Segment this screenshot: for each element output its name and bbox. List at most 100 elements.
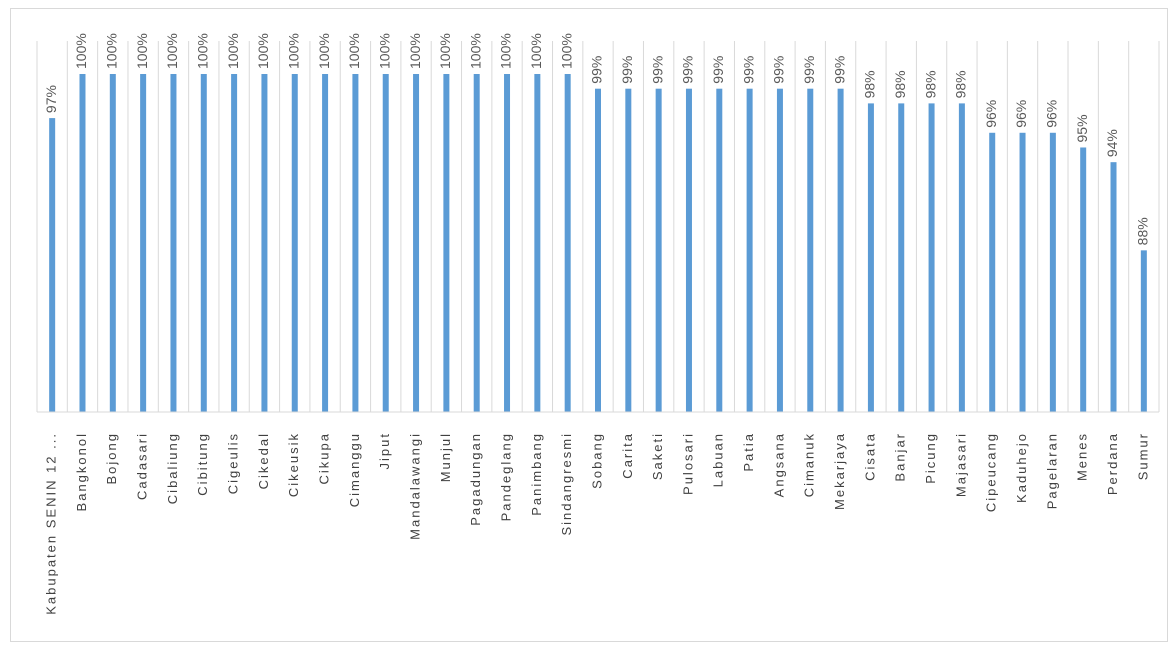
bar (929, 103, 935, 412)
bar (1050, 133, 1056, 412)
bar (292, 74, 298, 412)
category-label: Cimanuk (802, 432, 817, 497)
bar (504, 74, 510, 412)
data-label: 100% (316, 33, 332, 69)
bar (565, 74, 571, 412)
bar (777, 89, 783, 412)
bar (838, 89, 844, 412)
data-label: 100% (558, 33, 574, 69)
category-label: Panimbang (529, 432, 544, 516)
bar-chart: 97% 100% 100% 100% 100% 100% 100% 100% 100% 100% 1… (11, 9, 1169, 643)
bar (747, 89, 753, 412)
data-label: 100% (528, 33, 544, 69)
data-label: 97% (43, 85, 59, 113)
data-label: 99% (589, 56, 605, 84)
category-label: Bangkonol (74, 432, 89, 511)
data-label: 100% (164, 33, 180, 69)
category-label: Labuan (711, 432, 726, 487)
category-label: Majasari (953, 432, 968, 497)
bar (1111, 162, 1117, 412)
bar (383, 74, 389, 412)
bar (534, 74, 540, 412)
bar (868, 103, 874, 412)
bar (989, 133, 995, 412)
category-label: Cikupa (317, 432, 332, 484)
bar (1141, 250, 1147, 412)
data-label: 99% (619, 56, 635, 84)
data-label: 100% (376, 33, 392, 69)
category-label: Cikeusik (286, 432, 301, 497)
category-label: Menes (1075, 432, 1090, 481)
bar (686, 89, 692, 412)
data-label: 99% (831, 56, 847, 84)
bar (49, 118, 55, 412)
category-label: Sobang (589, 432, 604, 489)
bar (443, 74, 449, 412)
category-label: Cigeulis (226, 432, 241, 494)
data-label: 100% (498, 33, 514, 69)
data-label: 100% (437, 33, 453, 69)
data-label: 100% (467, 33, 483, 69)
bar (201, 74, 207, 412)
category-label: Patia (741, 432, 756, 472)
category-label: Pulosari (680, 432, 695, 495)
data-label: 98% (953, 70, 969, 98)
category-label: Mekarjaya (832, 432, 847, 510)
category-label: Pagadungan (468, 432, 483, 526)
category-label: Cadasari (135, 432, 150, 500)
bar (656, 89, 662, 412)
bar (413, 74, 419, 412)
category-label: Cipeucang (984, 432, 999, 512)
data-label: 100% (73, 33, 89, 69)
data-label: 95% (1074, 114, 1090, 142)
category-label: Jiput (377, 432, 392, 469)
bar (474, 74, 480, 412)
data-label: 98% (862, 70, 878, 98)
data-label: 99% (680, 56, 696, 84)
bar (231, 74, 237, 412)
category-label: Banjar (893, 432, 908, 482)
bar (170, 74, 176, 412)
category-label: Pagelaran (1044, 432, 1059, 509)
data-label: 98% (922, 70, 938, 98)
bar (110, 74, 116, 412)
data-label: 99% (801, 56, 817, 84)
data-label: 96% (983, 100, 999, 128)
category-label: Cimanggu (347, 432, 362, 507)
data-label: 100% (194, 33, 210, 69)
category-label: Kabupaten SENIN 12 ... (44, 432, 59, 615)
category-label: Munjul (438, 432, 453, 482)
bar (595, 89, 601, 412)
category-labels: Kabupaten SENIN 12 ... Bangkonol Bojong Cad… (44, 432, 1151, 615)
category-label: Perdana (1105, 432, 1120, 495)
category-label: Sindangresmi (559, 432, 574, 536)
category-label: Sumur (1135, 432, 1150, 480)
category-label: Picung (923, 432, 938, 484)
data-label: 96% (1013, 100, 1029, 128)
bar (898, 103, 904, 412)
data-label: 99% (710, 56, 726, 84)
bar (807, 89, 813, 412)
category-label: Cibitung (195, 432, 210, 496)
data-label: 100% (346, 33, 362, 69)
data-label: 99% (771, 56, 787, 84)
category-label: Cikedal (256, 432, 271, 489)
data-label: 94% (1104, 129, 1120, 157)
category-label: Angsana (771, 432, 786, 497)
bar (1020, 133, 1026, 412)
chart-area: 97% 100% 100% 100% 100% 100% 100% 100% 100% 100% 1… (10, 8, 1168, 642)
bar (625, 89, 631, 412)
bar (79, 74, 85, 412)
category-label: Kaduhejo (1014, 432, 1029, 503)
data-label: 96% (1044, 100, 1060, 128)
category-label: Cisata (862, 432, 877, 481)
category-label: Carita (620, 432, 635, 479)
bar (959, 103, 965, 412)
bar (261, 74, 267, 412)
category-label: Mandalawangi (407, 432, 422, 540)
data-label: 99% (649, 56, 665, 84)
category-label: Bojong (104, 432, 119, 484)
data-label: 100% (134, 33, 150, 69)
category-label: Pandeglang (498, 432, 513, 521)
bar (1080, 147, 1086, 412)
